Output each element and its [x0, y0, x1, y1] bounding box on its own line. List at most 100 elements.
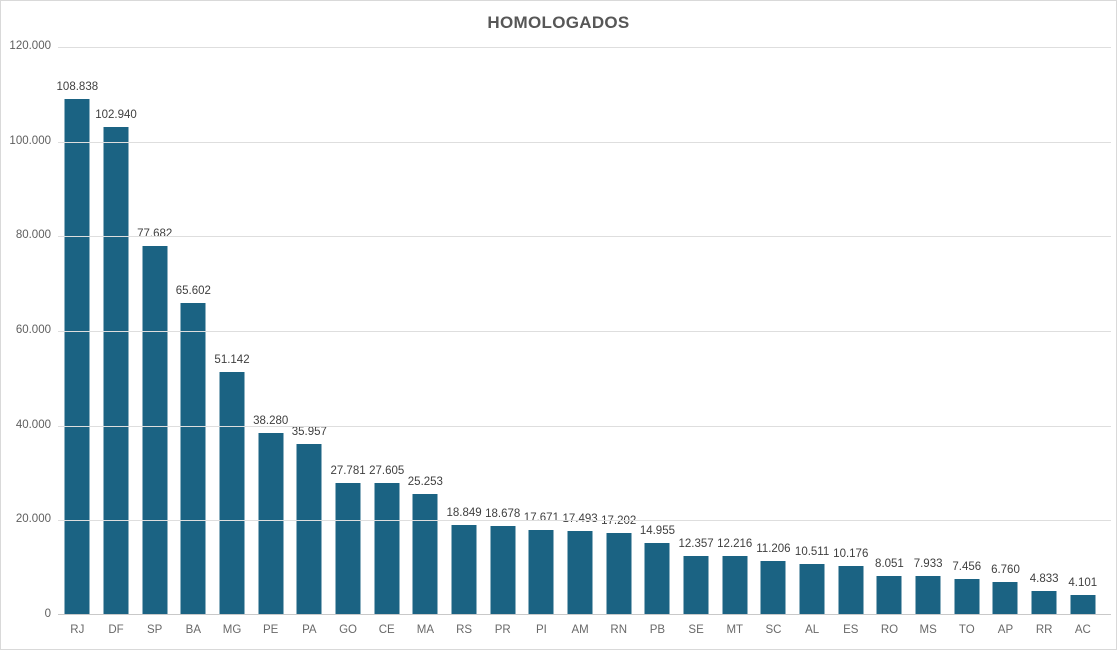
- bar-value-label: 27.781: [330, 465, 366, 477]
- x-axis-tick-label: AL: [805, 624, 820, 636]
- bar-value-label: 10.511: [794, 546, 830, 558]
- bar-es: [838, 566, 864, 614]
- bar-al: [799, 564, 825, 614]
- bar-pi: [528, 530, 554, 614]
- bar-group-rj: 108.838: [56, 47, 99, 614]
- x-axis-tick-label: TO: [958, 624, 975, 636]
- y-axis-tick-label: 80.000: [15, 229, 51, 242]
- bar-group-to: 7.456: [947, 47, 986, 614]
- gridline: [58, 331, 1111, 332]
- bar-group-ce: 27.605: [367, 47, 406, 614]
- bar-group-pe: 38.280: [251, 47, 290, 614]
- y-axis-tick-label: 60.000: [15, 324, 51, 336]
- plot-area: 108.838 102.940 77.682 65.602 51.142 38.280 35…: [56, 47, 1111, 615]
- x-axis-tick-label: RN: [610, 624, 628, 636]
- gridline: [58, 520, 1111, 522]
- bar-value-label: 35.957: [291, 426, 327, 438]
- gridline: [58, 425, 1111, 427]
- bar-rj: [64, 99, 90, 614]
- bar-group-pa: 35.957: [290, 47, 329, 614]
- x-axis-tick-label: AP: [997, 624, 1014, 636]
- bar-mt: [722, 556, 748, 614]
- bar-ac: [1070, 595, 1096, 614]
- bar-value-label: 65.602: [175, 285, 211, 297]
- bar-value-label: 12.216: [717, 538, 753, 550]
- bar-sp: [142, 246, 168, 614]
- x-axis-tick-label: PE: [263, 624, 279, 636]
- bar-sc: [760, 561, 786, 614]
- y-axis-tick-label: 20.000: [15, 513, 51, 526]
- bar-group-pr: 18.678: [483, 47, 522, 614]
- x-axis-tick-label: RR: [1035, 624, 1053, 636]
- bar-value-label: 11.206: [756, 543, 791, 555]
- bar-pa: [296, 444, 322, 614]
- x-axis: RJ DF SP BA MG PE PA GO CE MA RS PR PI AM RN PB SE MT SC AL…: [58, 624, 1102, 636]
- x-axis-tick-label: ES: [843, 624, 859, 636]
- bar-ce: [374, 483, 400, 614]
- bar-ms: [915, 576, 941, 614]
- bar-value-label: 102.940: [95, 109, 137, 121]
- bars-row: 108.838 102.940 77.682 65.602 51.142 38.280 35…: [56, 47, 1102, 614]
- gridline: [58, 47, 1111, 48]
- bar-group-am: 17.493: [561, 47, 600, 614]
- x-axis-tick-label: RS: [456, 624, 473, 636]
- bar-value-label: 18.678: [485, 508, 521, 520]
- gridline: [58, 141, 1111, 143]
- x-axis-tick-label: MG: [222, 624, 242, 636]
- bar-df: [103, 127, 129, 614]
- bar-value-label: 7.456: [952, 561, 982, 573]
- bar-am: [567, 531, 593, 614]
- bar-group-go: 27.781: [329, 47, 368, 614]
- x-axis-tick-label: SC: [765, 624, 782, 636]
- bar-go: [335, 483, 361, 614]
- bar-group-mg: 51.142: [213, 47, 252, 614]
- x-axis-tick-label: PR: [494, 624, 511, 636]
- bar-value-label: 18.849: [446, 507, 482, 519]
- bar-group-ro: 8.051: [870, 47, 909, 614]
- bar-value-label: 27.605: [369, 465, 405, 477]
- x-axis-tick-label: BA: [185, 624, 202, 636]
- y-axis-tick-label: 120.000: [9, 40, 51, 52]
- bar-value-label: 12.357: [678, 538, 714, 550]
- y-axis-tick-label: 0: [44, 608, 51, 620]
- x-axis-tick-label: AC: [1074, 624, 1091, 636]
- x-axis-tick-label: PB: [649, 624, 666, 636]
- x-axis-tick-label: GO: [339, 624, 357, 636]
- bar-ma: [412, 494, 438, 614]
- x-axis-tick-label: PA: [302, 624, 317, 636]
- bar-group-pb: 14.955: [638, 47, 677, 614]
- bar-group-ba: 65.602: [174, 47, 213, 614]
- bar-value-label: 4.833: [1029, 573, 1059, 585]
- x-axis-tick-label: CE: [378, 624, 395, 636]
- y-axis-tick-label: 40.000: [15, 418, 51, 431]
- bar-pe: [258, 433, 284, 614]
- bar-group-ap: 6.760: [986, 47, 1025, 614]
- bar-mg: [219, 372, 245, 614]
- bar-group-rn: 17.202: [599, 47, 638, 614]
- bar-value-label: 8.051: [875, 558, 904, 570]
- x-axis-tick-label: DF: [108, 624, 124, 636]
- bar-rs: [451, 525, 477, 614]
- bar-group-mt: 12.216: [715, 47, 754, 614]
- bar-group-es: 10.176: [831, 47, 870, 614]
- bar-value-label: 77.682: [137, 228, 173, 240]
- bar-group-ms: 7.933: [909, 47, 948, 614]
- x-axis-tick-label: RO: [880, 624, 899, 636]
- bar-value-label: 14.955: [639, 525, 675, 537]
- x-axis-tick-label: MT: [726, 624, 744, 636]
- bar-value-label: 25.253: [407, 476, 443, 488]
- bar-value-label: 7.933: [913, 558, 943, 570]
- bar-rn: [606, 533, 632, 614]
- bar-se: [683, 556, 709, 614]
- bar-value-label: 108.838: [56, 81, 99, 93]
- x-axis-tick-label: PI: [535, 624, 547, 636]
- bar-to: [954, 579, 980, 614]
- bar-value-label: 6.760: [991, 564, 1020, 576]
- bar-group-sc: 11.206: [754, 47, 793, 614]
- bar-ba: [180, 303, 206, 614]
- bar-group-ma: 25.253: [406, 47, 445, 614]
- bar-value-label: 4.101: [1068, 577, 1098, 589]
- bar-group-rr: 4.833: [1025, 47, 1064, 614]
- bar-group-ac: 4.101: [1063, 47, 1102, 614]
